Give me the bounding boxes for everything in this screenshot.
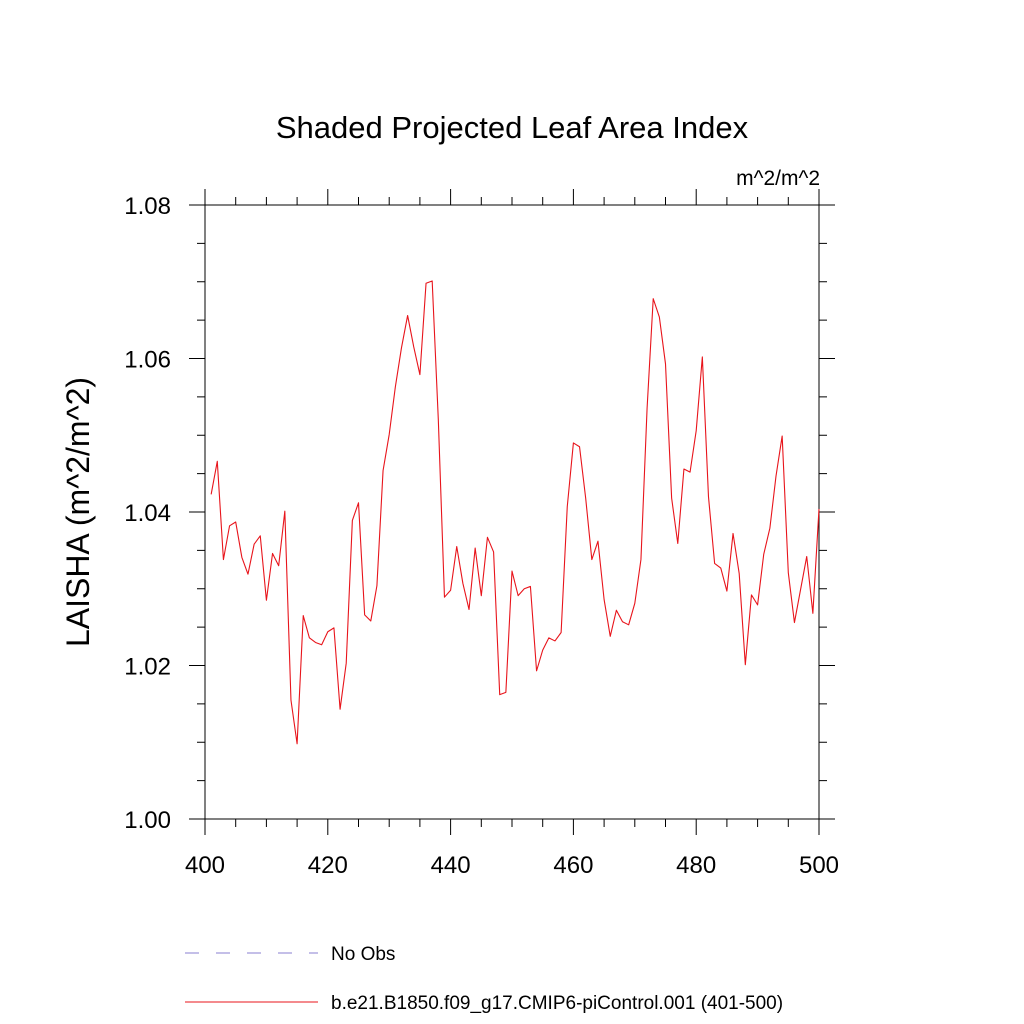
- x-tick-label: 420: [308, 852, 348, 879]
- legend-label-model: b.e21.B1850.f09_g17.CMIP6-piControl.001 …: [331, 993, 783, 1014]
- x-tick-label: 500: [799, 852, 839, 879]
- legend-label-no-obs: No Obs: [331, 944, 395, 965]
- x-tick-label: 400: [185, 852, 225, 879]
- y-axis-label: LAISHA (m^2/m^2): [60, 377, 96, 647]
- plot-frame: [204, 204, 820, 820]
- series-line: [210, 280, 820, 745]
- y-tick-label: 1.00: [124, 807, 171, 834]
- chart-title: Shaded Projected Leaf Area Index: [276, 110, 749, 145]
- units-label: m^2/m^2: [736, 167, 820, 190]
- y-tick-label: 1.02: [124, 654, 171, 681]
- x-tick-label: 460: [553, 852, 593, 879]
- y-tick-label: 1.08: [124, 193, 171, 220]
- x-tick-label: 440: [431, 852, 471, 879]
- x-tick-label: 480: [676, 852, 716, 879]
- y-axis: 1.00 1.02 1.04 1.06 1.08: [124, 193, 835, 834]
- legend: No Obs b.e21.B1850.f09_g17.CMIP6-piContr…: [185, 944, 783, 1014]
- x-axis: 400 420 440 460 480 500: [185, 189, 839, 879]
- y-tick-label: 1.04: [124, 500, 171, 527]
- y-tick-label: 1.06: [124, 347, 171, 374]
